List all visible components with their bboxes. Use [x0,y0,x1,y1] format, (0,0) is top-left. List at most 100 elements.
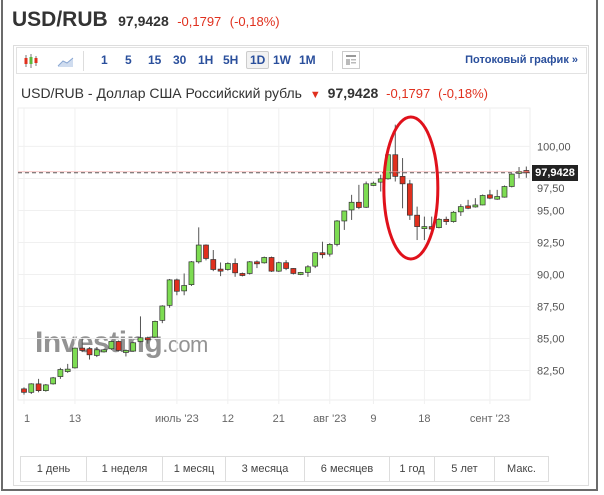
candle-down [254,261,260,265]
candle-up [326,244,333,255]
candle-up [421,226,428,229]
candle-up [457,206,464,213]
range-button[interactable]: 1 день [21,457,87,481]
candle-up [297,272,304,275]
subtitle-price: 97,9428 [327,85,379,101]
candle-up [472,204,479,208]
range-button[interactable]: 1 месяц [163,457,226,481]
interval-5[interactable]: 5 [125,53,132,67]
template-icon[interactable] [342,51,360,69]
investing-watermark: Investing.com [35,326,208,359]
range-button[interactable]: Макс. [507,463,536,475]
candle-up [305,266,311,273]
candlestick-icon[interactable] [23,53,39,69]
toolbar-divider [83,51,84,71]
candle-up [348,201,355,211]
chart-subtitle: USD/RUB - Доллар США Российский рубль ▼ … [21,85,488,101]
candle-up [224,263,231,270]
candle-up [261,257,268,264]
toolbar-divider [332,51,333,71]
x-tick-label: 12 [222,413,234,425]
interval-5h[interactable]: 5H [223,53,239,67]
candle-up [101,349,107,353]
x-tick-label: 18 [418,413,430,425]
candle-up [363,183,370,208]
candle-up [195,244,202,263]
range-button[interactable]: 1 год [390,457,435,481]
y-tick-label: 90,00 [537,269,565,281]
candle-up [42,384,49,392]
interval-1h[interactable]: 1H [198,53,214,67]
interval-1m[interactable]: 1M [299,53,316,67]
candle-down [217,268,224,272]
y-tick-label: 85,00 [537,334,565,346]
x-tick-label: сент '23 [470,413,510,425]
candle-up [108,341,115,350]
candle-up [123,350,129,353]
streaming-chart-link[interactable]: Потоковый график » [465,54,578,66]
candle-up [166,279,173,306]
candle-down [414,214,420,227]
interval-1d[interactable]: 1D [246,51,270,69]
candle-down [21,388,27,393]
range-button[interactable]: 5 лет [435,457,495,481]
candle-down [79,347,86,351]
x-tick-label: авг '23 [313,413,346,425]
candle-up [152,321,158,338]
candle-down [290,268,297,274]
candle-down [465,205,471,209]
time-range-selector: 1 день 1 неделя 1 месяц 3 месяца 6 месяцев 1 … [20,456,549,482]
down-arrow-icon: ▼ [309,89,321,101]
y-tick-label: 100,00 [537,141,571,153]
plot-area [17,107,531,401]
candle-up [436,218,442,228]
y-tick-label: 95,00 [537,205,565,217]
highlight-ellipse [382,115,440,261]
candle-down [406,183,413,216]
candle-down [35,383,42,392]
area-chart-icon[interactable] [57,53,75,69]
candle-up [246,261,253,274]
interval-15[interactable]: 15 [148,53,162,67]
candle-up [137,337,144,342]
candle-down [239,273,246,276]
candle-down [232,263,238,274]
interval-1[interactable]: 1 [101,53,108,67]
subtitle-change-pct: (-0,18%) [438,86,488,101]
quote-header: USD/RUB 97,9428 -0,1797 (-0,18%) [12,8,280,32]
candle-up [130,342,137,352]
candle-down [392,154,399,177]
candle-down [115,341,122,351]
interval-30[interactable]: 30 [173,53,187,67]
candle-up [50,377,56,385]
range-button[interactable]: 3 месяца [226,457,305,481]
candle-down [268,257,275,272]
candle-down [144,337,151,341]
interval-1w[interactable]: 1W [273,53,291,67]
candle-down [86,348,93,356]
candle-up [334,220,340,245]
y-tick-label: 82,50 [537,366,565,378]
price-change-pct: (-0,18%) [229,14,280,29]
candle-down [283,262,289,269]
candle-down [203,244,209,259]
candle-up [28,383,35,393]
price-change: -0,1797 [177,14,222,29]
candle-up [159,305,166,321]
candle-up [275,262,282,272]
range-button[interactable]: 1 неделя [87,457,163,481]
last-price: 97,9428 [118,13,169,29]
candle-down [399,176,406,185]
candle-down [443,218,450,222]
candle-up [64,368,71,372]
candle-up [341,210,348,222]
candle-up [312,252,319,267]
candle-up [494,196,501,200]
y-tick-label: 97,50 [537,183,565,195]
chart-panel [13,45,589,486]
range-button[interactable]: 6 месяцев [305,457,390,481]
instrument-name: USD/RUB - Доллар США Российский рубль [21,85,302,101]
x-tick-label: июль '23 [155,413,199,425]
